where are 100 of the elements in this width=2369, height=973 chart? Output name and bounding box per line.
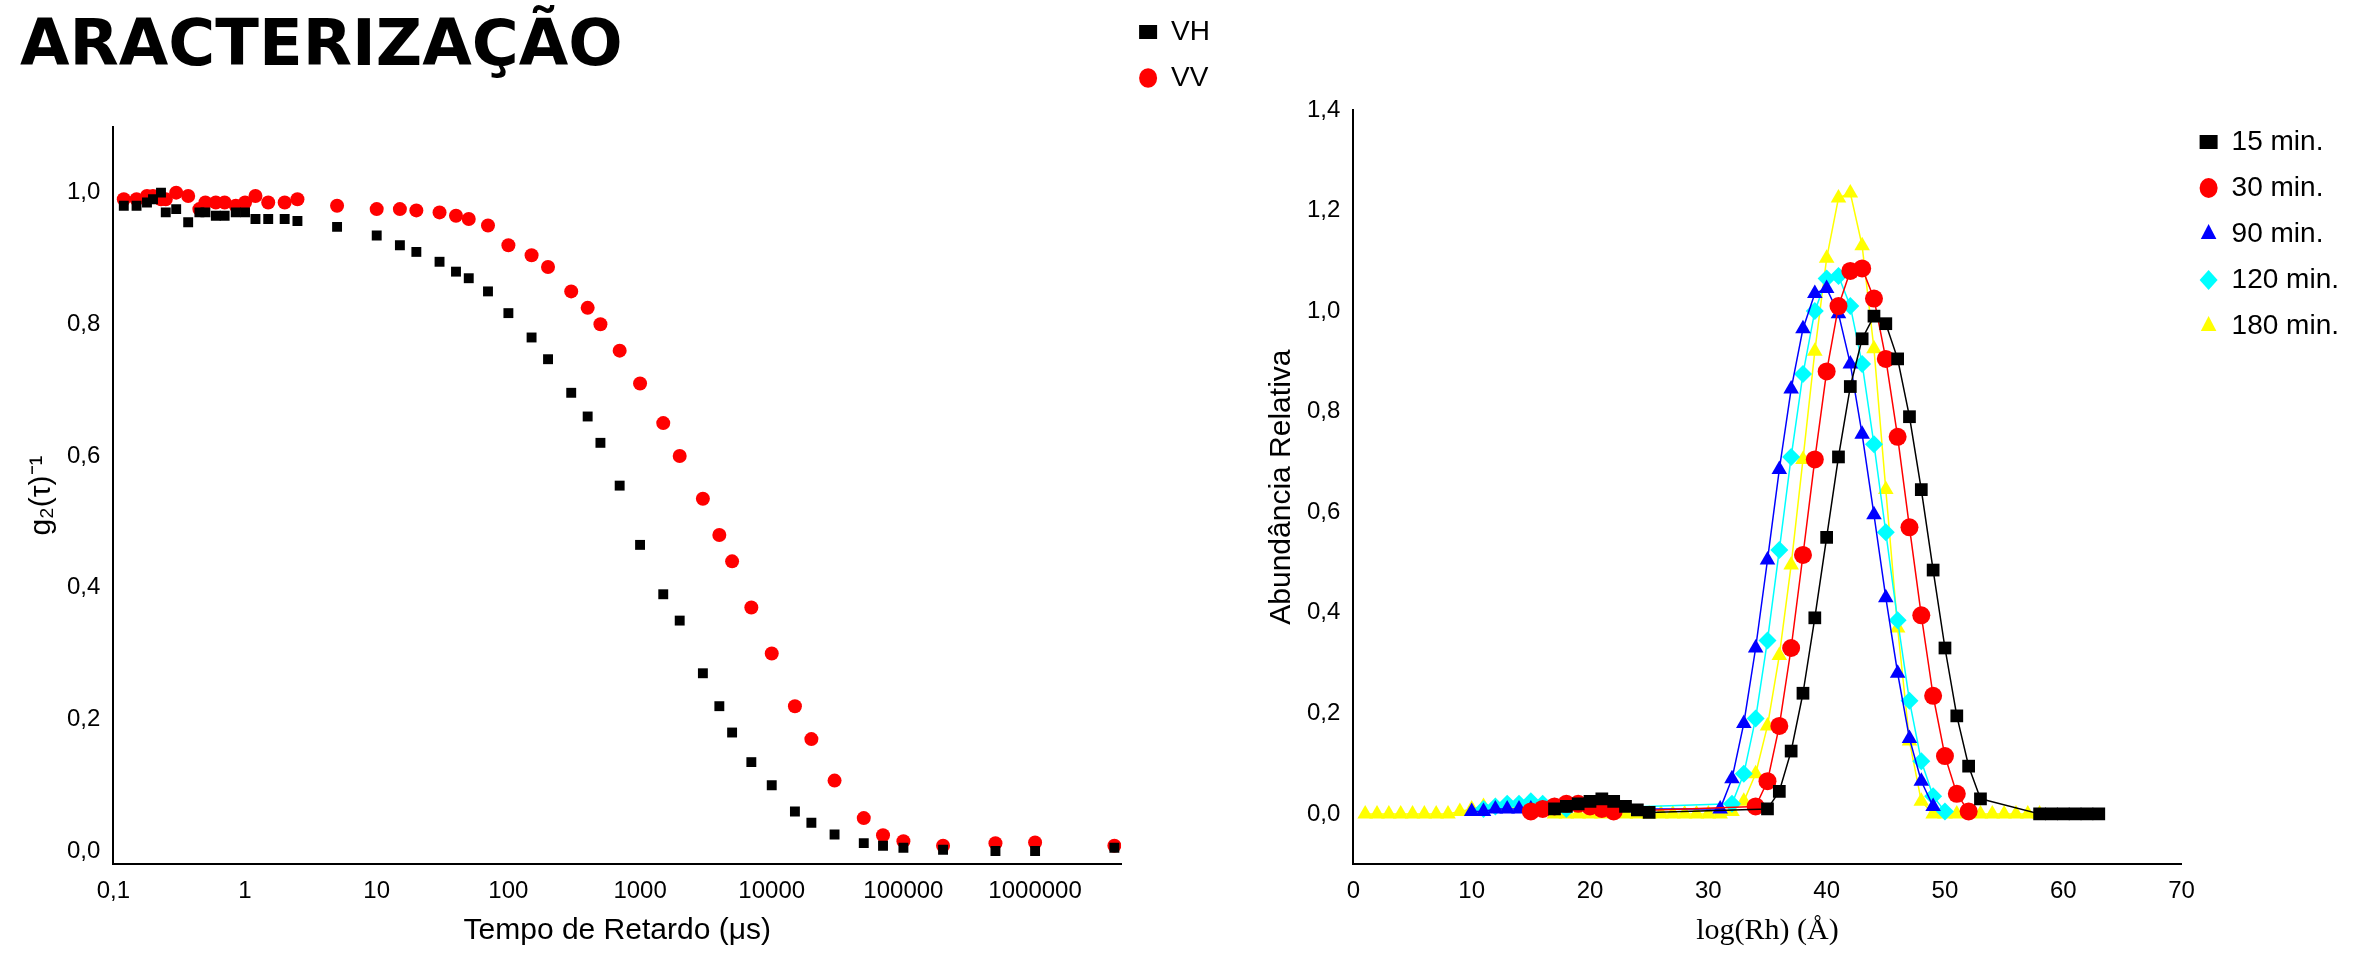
point [1807, 284, 1823, 299]
y-tick-label: 1,4 [1306, 94, 1341, 122]
legend-label: VV [1171, 60, 1209, 92]
point [1440, 804, 1456, 819]
x-tick-label: 10 [363, 876, 391, 904]
point [1913, 792, 1930, 806]
point [1818, 279, 1835, 293]
point [1734, 764, 1753, 783]
point [1950, 709, 1964, 723]
point [1807, 342, 1823, 356]
point [1818, 249, 1835, 263]
point [1817, 362, 1836, 381]
x-axis-title: Tempo de Retardo (μs) [463, 912, 771, 946]
x-axis-title: log(Rh) (Å) [1696, 911, 1839, 946]
point [1888, 611, 1907, 630]
point [1805, 302, 1824, 321]
y-tick-label: 0,6 [66, 440, 101, 468]
point [1854, 236, 1870, 251]
point [1854, 425, 1870, 439]
point [1864, 435, 1883, 454]
point [1784, 744, 1798, 758]
point [1392, 804, 1409, 819]
point [1771, 646, 1788, 661]
point [1607, 794, 1621, 808]
point [1925, 797, 1941, 811]
x-tick-label: 100 [488, 876, 529, 904]
point [1855, 332, 1869, 346]
point [1912, 606, 1931, 625]
y-tick-label: 0,6 [1306, 496, 1341, 524]
x-tick-label: 30 [1694, 876, 1722, 904]
point [1772, 784, 1786, 798]
legend-label: 120 min. [2231, 262, 2340, 294]
point [1758, 772, 1777, 791]
point [1912, 752, 1931, 771]
y-tick-label: 0,8 [1306, 396, 1341, 424]
point [1935, 747, 1954, 766]
point [1866, 339, 1882, 354]
point [1924, 686, 1943, 705]
point [1595, 792, 1609, 806]
x-tick-label: 10000 [738, 876, 806, 904]
y-tick-label: 0,0 [66, 835, 101, 863]
point [1499, 799, 1515, 814]
point [1782, 639, 1801, 657]
point [1842, 354, 1859, 369]
point [1842, 183, 1859, 198]
point [1808, 611, 1822, 625]
point [1793, 364, 1812, 383]
point [1878, 588, 1894, 603]
point [1783, 380, 1799, 394]
point [1947, 784, 1966, 803]
x-tick-label: 60 [2049, 876, 2077, 904]
x-tick-label: 1000 [613, 876, 667, 904]
x-tick-label: 1000000 [988, 876, 1082, 904]
point [1996, 804, 2012, 819]
point [1746, 709, 1765, 728]
point [1864, 289, 1883, 308]
point [1736, 714, 1752, 728]
point [1782, 447, 1801, 466]
x-tick-label: 1 [238, 876, 252, 904]
y-tick-label: 0,4 [1306, 597, 1341, 625]
point [1891, 352, 1904, 366]
x-tick-label: 100000 [863, 876, 944, 904]
point [1761, 802, 1774, 816]
legend-label: VH [1171, 14, 1211, 46]
point [1404, 804, 1421, 819]
point [1866, 505, 1882, 520]
point [1900, 691, 1919, 710]
point [1758, 631, 1777, 650]
point [1959, 802, 1978, 821]
y-tick-label: 0,2 [1306, 697, 1341, 725]
point [1913, 772, 1930, 786]
point [1770, 540, 1789, 559]
point [1770, 716, 1789, 735]
point [1888, 427, 1907, 446]
point [1452, 802, 1468, 816]
point [1903, 410, 1916, 424]
y-axis-title: g₂(τ)⁻¹ [23, 455, 57, 536]
legend-label: 180 min. [2231, 308, 2340, 340]
x-tick-label: 70 [2168, 876, 2195, 904]
legend-label: 30 min. [2231, 170, 2324, 202]
point [1829, 297, 1848, 316]
point [1771, 460, 1788, 474]
x-tick-label: 20 [1576, 876, 1604, 904]
point [1428, 804, 1444, 819]
point [1832, 450, 1845, 464]
y-tick-label: 0,4 [66, 572, 101, 600]
point [1559, 800, 1573, 813]
point [1357, 804, 1373, 819]
point [1759, 551, 1776, 565]
point [1793, 545, 1812, 564]
point [2092, 807, 2106, 821]
y-tick-label: 1,2 [1306, 195, 1341, 223]
point [1962, 759, 1975, 773]
point [1914, 483, 1928, 496]
y-tick-label: 0,8 [66, 308, 101, 336]
chart-title: ARACTERIZAÇÃO [20, 5, 623, 81]
point [1984, 804, 2001, 819]
point [1796, 686, 1810, 700]
point [1867, 309, 1881, 323]
y-tick-label: 1,0 [1306, 295, 1341, 323]
